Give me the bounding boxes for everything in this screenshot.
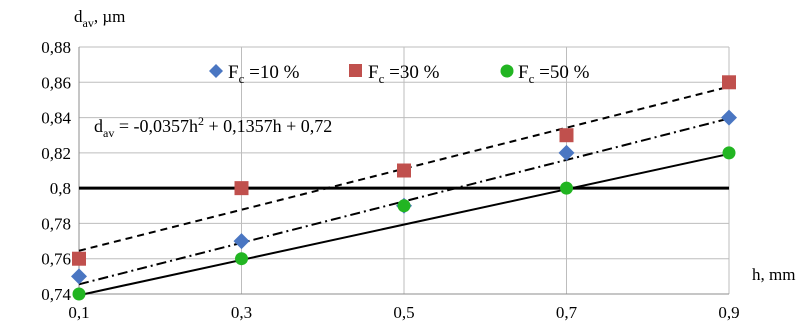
y-axis-title-sub: av <box>83 16 94 30</box>
trend-line-dashed <box>78 85 730 252</box>
x-axis-title: h, mm <box>752 265 795 284</box>
y-axis-title-unit: , µm <box>94 7 126 26</box>
legend-marker-fc30 <box>349 64 362 77</box>
point-diamond <box>558 144 575 161</box>
x-tick-label: 0,9 <box>718 303 739 322</box>
point-square <box>72 251 86 266</box>
y-tick-label: 0,76 <box>41 250 71 269</box>
legend-label-fc10: Fc =10 % <box>228 62 300 86</box>
x-tick-label: 0,1 <box>68 303 89 322</box>
y-tick-label: 0,86 <box>41 73 71 92</box>
point-square <box>559 128 574 143</box>
legend-label-fc50: Fc =50 % <box>518 62 590 86</box>
legend-label-fc10-rest: =10 % <box>244 62 299 83</box>
y-tick-label: 0,84 <box>41 109 71 128</box>
y-axis-title-main: d <box>74 7 83 26</box>
point-circle <box>72 287 86 301</box>
legend-label-fc30-rest: =30 % <box>384 62 439 83</box>
legend-label-fc50-sub: c <box>529 71 535 86</box>
y-tick-label: 0,74 <box>41 285 71 304</box>
legend-label-fc50-main: F <box>518 62 529 83</box>
point-diamond <box>233 233 250 250</box>
y-tick-label: 0,88 <box>41 38 71 57</box>
y-tick-label: 0,78 <box>41 214 71 233</box>
x-tick-label: 0,7 <box>556 303 578 322</box>
point-circle <box>722 146 736 160</box>
y-tick-label: 0,82 <box>41 144 71 163</box>
x-tick-label: 0,3 <box>231 303 252 322</box>
legend-label-fc30-main: F <box>368 62 379 83</box>
point-square <box>722 75 736 90</box>
point-diamond <box>71 268 87 285</box>
equation-rhs-b: + 0,1357h + 0,72 <box>204 116 332 136</box>
equation-lhs-main: d <box>94 116 103 136</box>
legend-label-fc50-rest: =50 % <box>534 62 589 83</box>
y-tick-label: 0,8 <box>50 179 71 198</box>
point-circle <box>235 252 248 266</box>
y-tick-labels: 0,74 0,76 0,78 0,8 0,82 0,84 0,86 0,88 <box>41 38 71 304</box>
legend: Fc =10 % Fc =30 % Fc =50 % <box>209 62 590 86</box>
point-square <box>397 163 411 178</box>
y-axis-title: dav, µm <box>74 7 125 30</box>
point-square <box>234 181 249 196</box>
legend-label-fc30-sub: c <box>379 71 385 86</box>
trend-equation: dav = -0,0357h2 + 0,1357h + 0,72 <box>94 114 332 140</box>
trend-line-solid <box>78 152 730 297</box>
legend-label-fc30: Fc =30 % <box>368 62 440 86</box>
legend-marker-fc10 <box>209 64 223 78</box>
legend-label-fc10-main: F <box>228 62 239 83</box>
point-circle <box>560 181 573 195</box>
legend-marker-fc50 <box>500 64 514 78</box>
equation-exponent: 2 <box>198 114 204 128</box>
point-circle <box>397 199 411 213</box>
point-diamond <box>721 109 737 126</box>
legend-label-fc10-sub: c <box>239 71 245 86</box>
equation-lhs-sub: av <box>103 126 114 140</box>
x-tick-label: 0,5 <box>393 303 414 322</box>
data-points <box>71 75 737 301</box>
equation-rhs-a: = -0,0357h <box>114 116 198 136</box>
x-tick-labels: 0,1 0,3 0,5 0,7 0,9 <box>68 303 739 322</box>
